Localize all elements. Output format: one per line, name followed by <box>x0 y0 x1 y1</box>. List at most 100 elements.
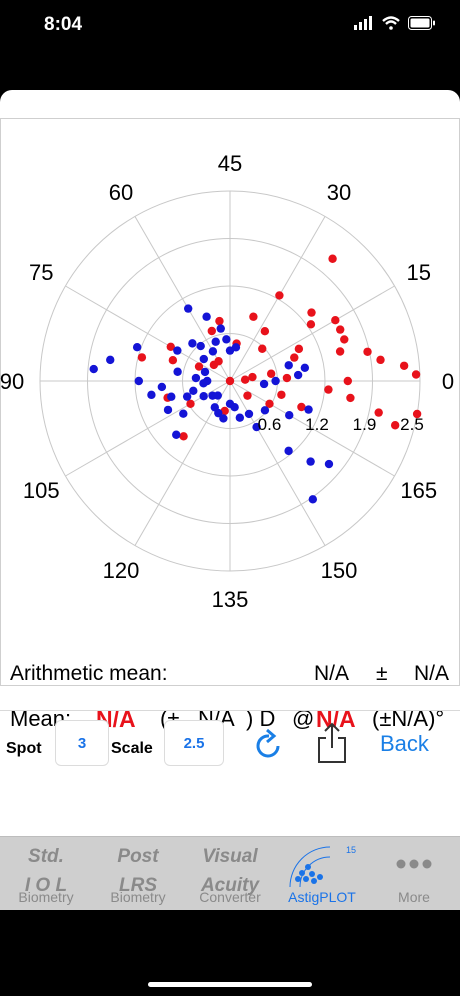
data-point <box>244 409 254 419</box>
data-point <box>230 402 239 412</box>
data-point <box>132 343 142 352</box>
data-point <box>252 422 261 432</box>
tab-visual-line1: Visual <box>202 846 258 867</box>
arith-pm: ± <box>376 662 388 685</box>
data-point <box>240 375 250 384</box>
data-point <box>259 379 269 389</box>
angle-label: 30 <box>327 180 351 205</box>
angle-label: 120 <box>103 558 140 583</box>
data-point <box>220 406 229 416</box>
data-point <box>137 353 147 362</box>
share-icon[interactable] <box>316 722 348 764</box>
refresh-icon[interactable] <box>254 728 284 760</box>
data-point <box>285 411 294 420</box>
data-point <box>260 406 270 415</box>
arith-sd: N/A <box>414 662 449 685</box>
data-point <box>266 369 276 378</box>
data-point <box>346 393 355 403</box>
spot-field[interactable]: 3 <box>55 720 109 766</box>
data-point <box>168 356 178 365</box>
data-point <box>331 316 340 325</box>
radius-label: 0.6 <box>258 415 282 434</box>
tab-post-lrs[interactable]: Post LRS Biometry <box>92 837 184 911</box>
status-bar: 8:04 <box>0 0 460 52</box>
data-point <box>207 326 217 336</box>
data-point <box>186 399 195 408</box>
data-point <box>199 354 209 364</box>
data-point <box>390 421 400 430</box>
data-point <box>243 391 252 400</box>
data-point <box>225 376 235 386</box>
data-point <box>134 376 143 386</box>
data-point <box>167 392 176 401</box>
tab-astigplot[interactable]: 15 AstigPLOT <box>276 837 368 911</box>
tab-more[interactable]: More <box>368 837 460 911</box>
data-point <box>179 432 188 441</box>
data-point <box>290 353 299 362</box>
back-button[interactable]: Back <box>380 731 429 756</box>
radius-label: 1.9 <box>353 415 377 434</box>
data-point <box>213 391 222 400</box>
data-point <box>282 373 292 383</box>
data-point <box>277 390 286 399</box>
tab-post-lrs-line1: Post <box>117 846 159 867</box>
data-point <box>188 339 197 348</box>
data-point <box>399 361 409 370</box>
data-point <box>182 392 192 401</box>
data-point <box>184 304 193 313</box>
data-point <box>336 325 345 334</box>
data-point <box>374 408 383 417</box>
mean-at: @ <box>292 706 315 731</box>
spot-label: Spot <box>6 740 42 757</box>
status-icons <box>354 16 436 30</box>
angle-label: 165 <box>400 478 437 503</box>
data-point <box>307 308 316 317</box>
divider <box>0 710 460 711</box>
data-point <box>235 413 245 422</box>
data-point <box>172 430 181 439</box>
scale-label: Scale <box>111 740 153 757</box>
tab-visual-acuity[interactable]: Visual Acuity Converter <box>184 837 276 911</box>
data-point <box>294 344 304 354</box>
radius-label: 1.2 <box>305 415 329 434</box>
data-point <box>199 379 208 388</box>
data-point <box>411 370 421 379</box>
data-point <box>335 347 345 356</box>
data-point <box>219 414 228 423</box>
arithmetic-mean-label: Arithmetic mean: <box>10 662 168 685</box>
tab-std-iol-line1: Std. <box>28 846 64 867</box>
scale-value: 2.5 <box>183 734 205 752</box>
signal-icon <box>354 16 372 30</box>
scale-field[interactable]: 2.5 <box>164 720 224 766</box>
data-point <box>173 346 182 355</box>
data-point <box>163 405 173 415</box>
data-point <box>412 409 422 419</box>
tab-visual-line2: Acuity <box>200 875 260 896</box>
data-point <box>157 382 167 392</box>
data-point <box>304 405 313 414</box>
data-point <box>147 390 156 400</box>
grid-spoke <box>229 380 395 477</box>
angle-label: 105 <box>23 478 60 503</box>
data-point <box>260 326 270 336</box>
data-point <box>275 291 284 300</box>
arith-mean-value: N/A <box>314 662 349 685</box>
data-point <box>215 316 224 326</box>
data-point <box>293 370 303 380</box>
data-point <box>308 495 318 504</box>
data-point <box>208 347 218 356</box>
data-point <box>249 312 258 321</box>
data-point <box>343 376 352 386</box>
data-point <box>196 341 205 351</box>
tab-std-iol[interactable]: Std. I O L Biometry <box>0 837 92 911</box>
data-point <box>306 457 315 466</box>
data-point <box>265 399 274 408</box>
data-point <box>376 355 385 365</box>
data-point <box>306 320 316 329</box>
data-point <box>324 459 334 469</box>
data-point <box>271 376 280 386</box>
data-point <box>89 364 98 374</box>
angle-label: 15 <box>407 260 431 285</box>
angle-label: 0 <box>442 369 454 394</box>
